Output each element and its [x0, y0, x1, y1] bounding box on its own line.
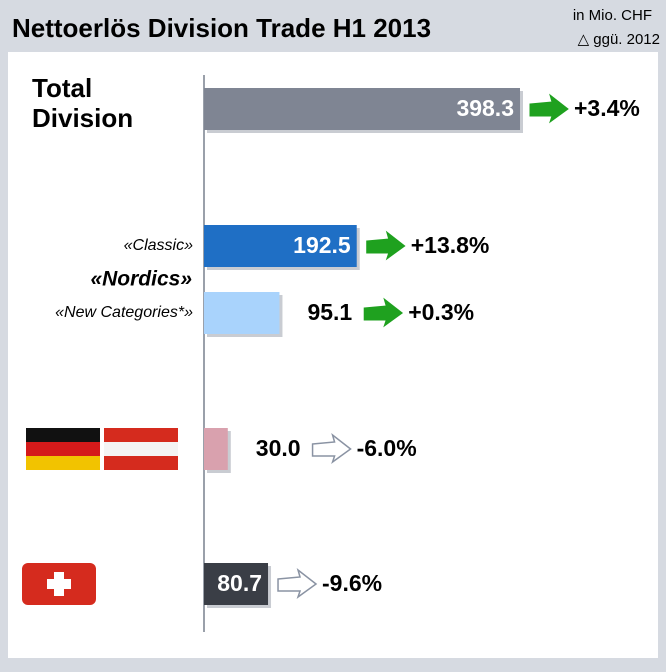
value-label: 398.3 [456, 95, 514, 121]
change-label: +13.8% [411, 232, 490, 258]
change-arrow [277, 567, 318, 599]
bar [204, 88, 520, 130]
change-label: -6.0% [357, 435, 417, 461]
category-label: «New Categories*» [55, 304, 193, 321]
unit-note: in Mio. CHF [573, 7, 652, 24]
bar [204, 225, 357, 267]
flag-switzerland [22, 563, 96, 605]
category-label: Total Division [32, 73, 134, 133]
category-label-text: Total Division [32, 73, 134, 133]
bar [204, 292, 280, 334]
change-label: -9.6% [322, 570, 382, 596]
bar [204, 563, 269, 605]
change-arrow [366, 230, 406, 261]
change-arrow [529, 93, 569, 124]
value-label: 30.0 [256, 435, 301, 461]
value-label: 95.1 [307, 299, 352, 325]
flag-austria [104, 428, 178, 470]
change-arrow [311, 432, 352, 464]
value-label: 192.5 [293, 232, 351, 258]
change-arrow [363, 297, 404, 328]
change-label: +0.3% [408, 299, 474, 325]
group-label: «Nordics» [90, 268, 192, 291]
panel [8, 52, 658, 658]
flag-germany [26, 428, 100, 470]
change-note: △ ggü. 2012 [578, 31, 660, 48]
chart-title: Nettoerlös Division Trade H1 2013 [12, 13, 431, 43]
category-label: «Classic» [124, 237, 193, 254]
bar [204, 428, 228, 470]
value-label: 80.7 [217, 570, 262, 596]
change-label: +3.4% [574, 95, 640, 121]
